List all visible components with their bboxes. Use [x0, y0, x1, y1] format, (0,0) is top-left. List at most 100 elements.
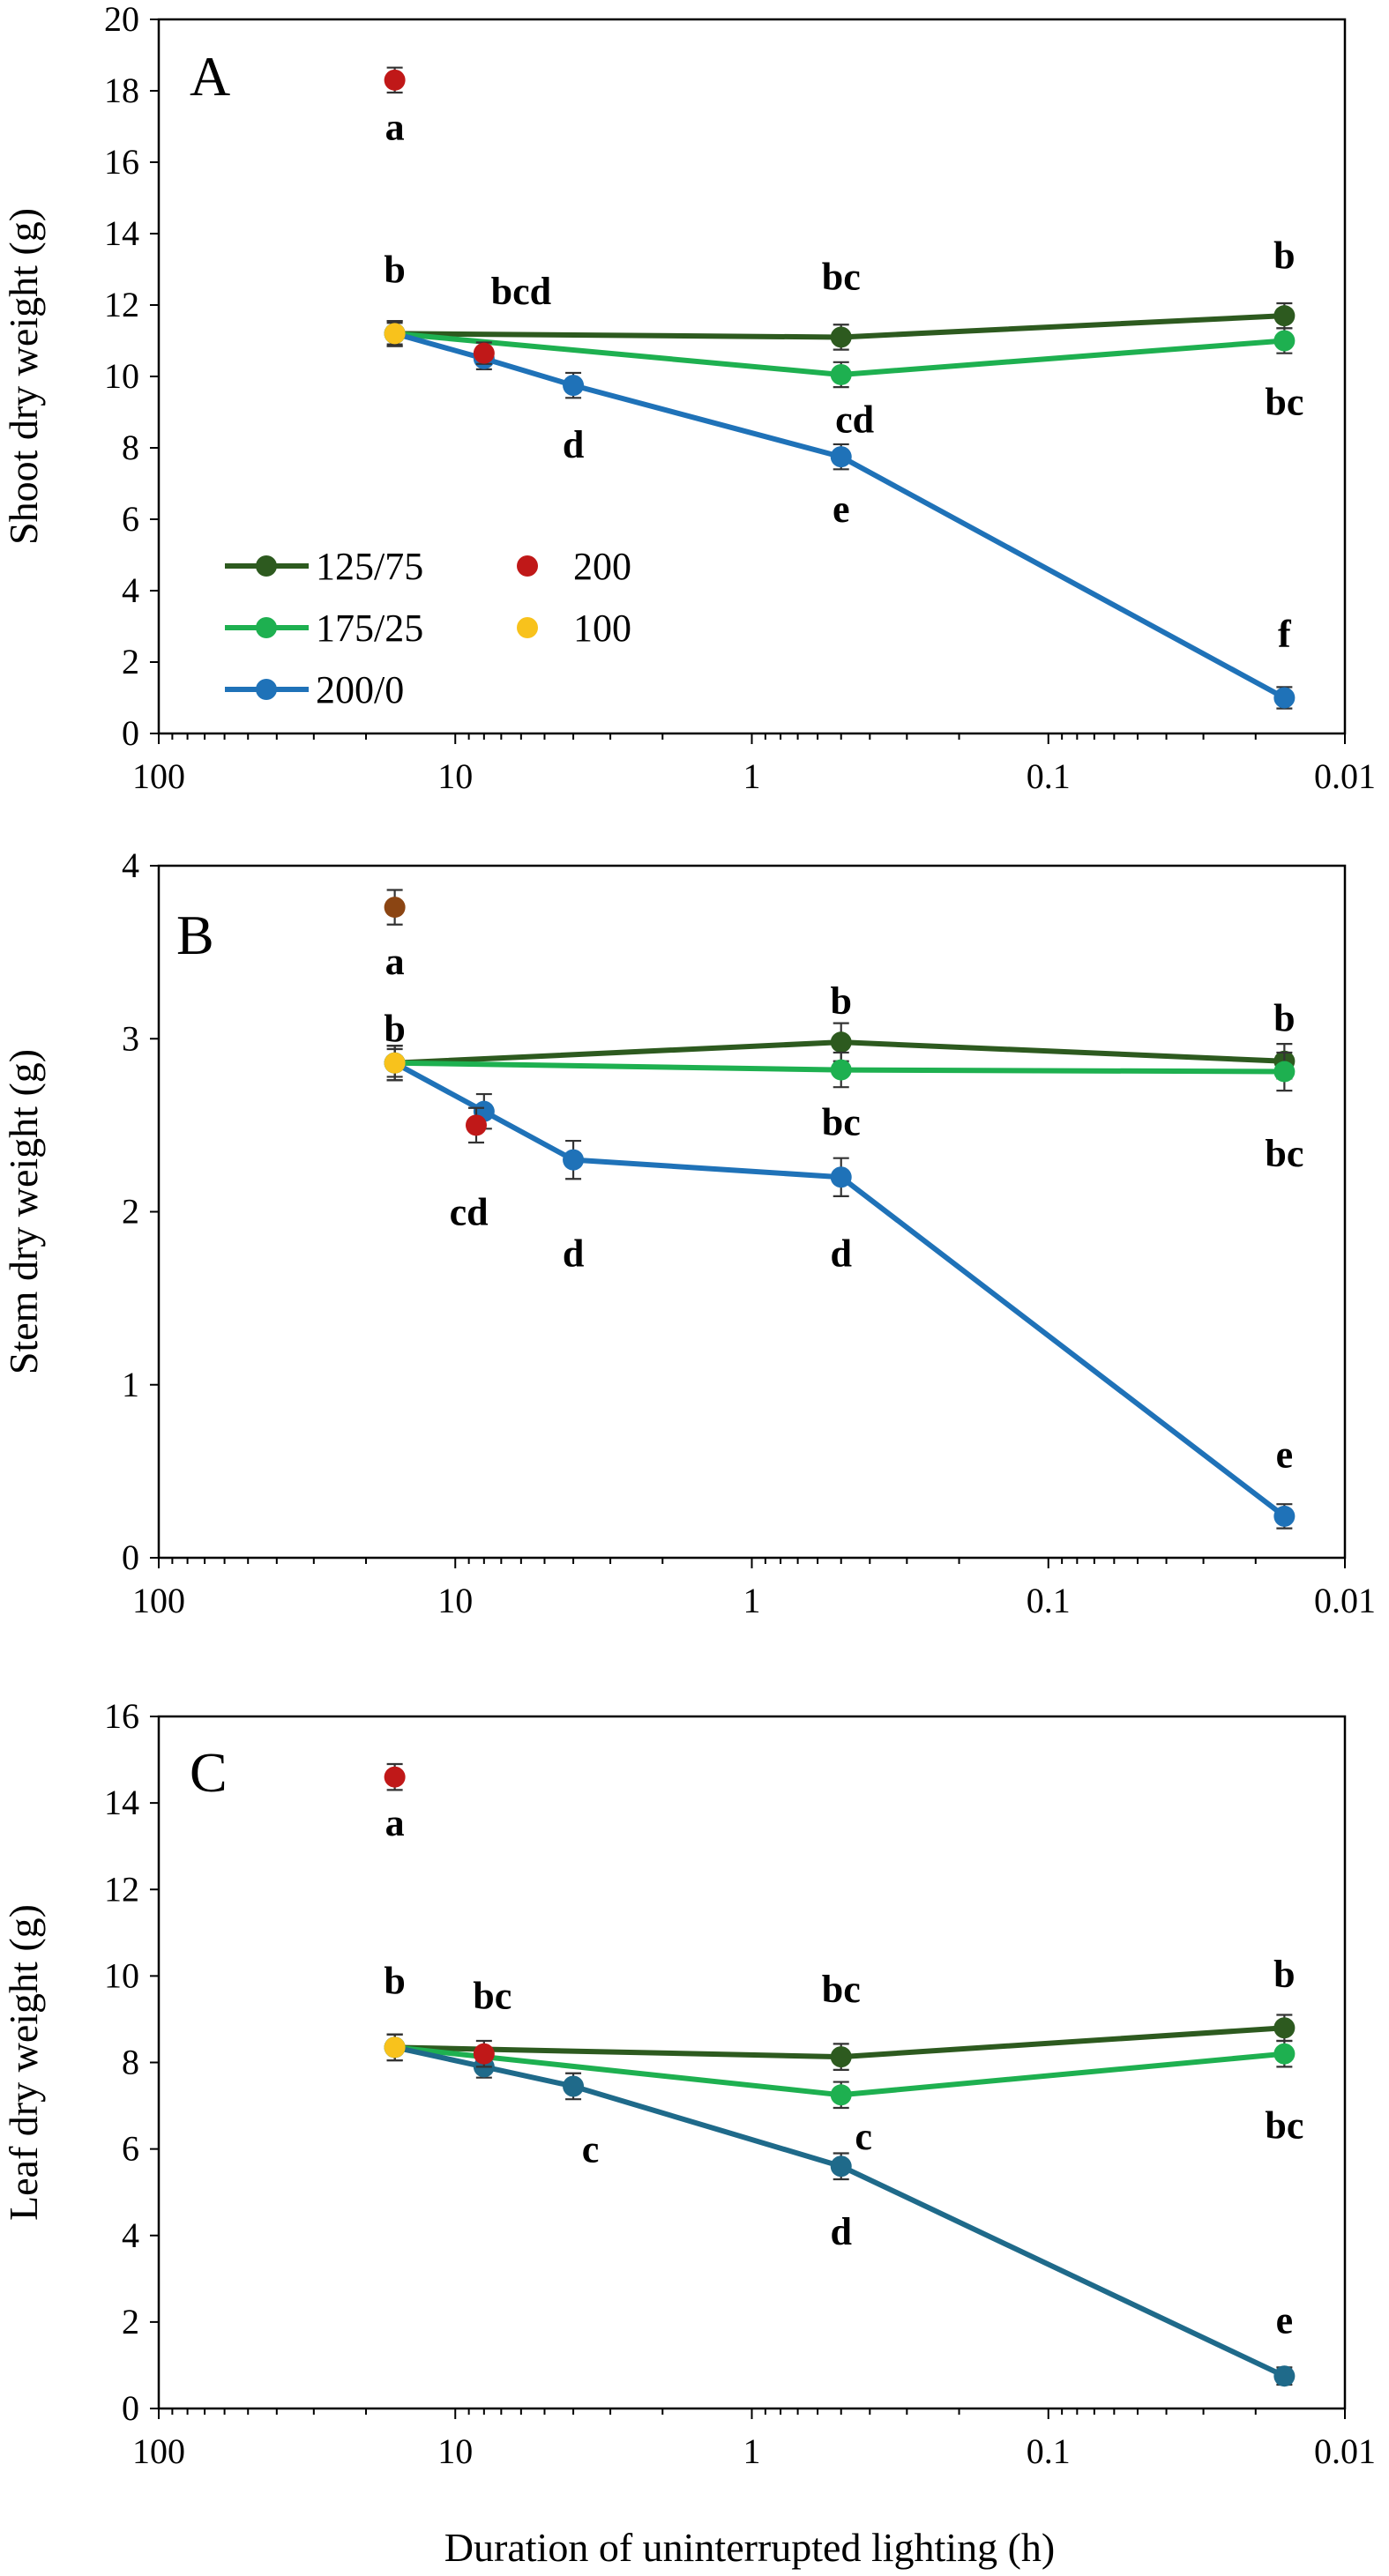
significance-label: a [385, 106, 405, 149]
significance-label: a [385, 1801, 405, 1844]
data-point-100 [384, 1052, 406, 1074]
panel-letter: C [190, 1741, 228, 1804]
data-point-200 [384, 1766, 406, 1788]
significance-label: cd [450, 1191, 489, 1234]
y-tick-label: 8 [122, 2043, 139, 2082]
legend-marker-200 [517, 555, 538, 577]
y-tick-label: 20 [104, 0, 139, 39]
legend-label: 125/75 [316, 545, 423, 588]
y-axis-title: Stem dry weight (g) [1, 1049, 46, 1374]
y-tick-label: 12 [104, 285, 139, 324]
y-tick-label: 8 [122, 428, 139, 467]
data-point-175-25 [1273, 1061, 1296, 1083]
significance-label: b [1273, 234, 1295, 277]
data-point-125-75 [830, 326, 852, 348]
x-tick-label: 100 [132, 756, 185, 796]
data-point-175-25 [1273, 330, 1296, 352]
data-point-100 [384, 323, 406, 345]
significance-label: c [582, 2128, 600, 2171]
data-point-175-25 [830, 2084, 852, 2106]
legend-marker-125-75 [256, 555, 277, 577]
panel-letter: B [176, 904, 214, 966]
significance-label: d [563, 1232, 584, 1276]
y-tick-label: 16 [104, 1696, 139, 1736]
x-tick-label: 1 [743, 2431, 761, 2471]
y-tick-label: 2 [122, 1192, 139, 1232]
x-tick-label: 100 [132, 1581, 185, 1620]
y-tick-label: 12 [104, 1869, 139, 1909]
data-point-200-0 [1273, 1505, 1296, 1527]
y-tick-label: 16 [104, 142, 139, 182]
y-tick-label: 0 [122, 1537, 139, 1577]
y-tick-label: 2 [122, 642, 139, 681]
data-point-200 [473, 342, 495, 364]
significance-label: a [385, 940, 405, 983]
y-tick-label: 6 [122, 499, 139, 539]
data-point-200-0 [830, 446, 852, 468]
y-tick-label: 0 [122, 713, 139, 753]
data-point-200-0 [563, 375, 585, 397]
legend-label: 175/25 [316, 607, 423, 650]
x-tick-label: 0.1 [1027, 2431, 1071, 2471]
y-tick-label: 10 [104, 356, 139, 396]
legend-label: 200/0 [316, 668, 404, 711]
significance-label: bc [1265, 1132, 1303, 1175]
y-axis-title: Leaf dry weight (g) [1, 1904, 46, 2221]
significance-label: cd [835, 398, 874, 442]
significance-label: b [830, 979, 851, 1023]
significance-label: c [855, 2115, 872, 2158]
y-tick-label: 6 [122, 2129, 139, 2169]
x-tick-label: 0.01 [1314, 1581, 1376, 1620]
legend-marker-175-25 [256, 617, 277, 638]
plot-area [157, 864, 1347, 1560]
y-tick-label: 4 [122, 570, 139, 610]
y-axis-title: Shoot dry weight (g) [1, 208, 46, 545]
significance-label: bc [822, 256, 861, 299]
panel-letter: A [190, 45, 230, 108]
significance-label: f [1278, 613, 1292, 656]
x-tick-label: 10 [437, 756, 473, 796]
x-tick-label: 100 [132, 2431, 185, 2471]
significance-label: bc [473, 1974, 512, 2017]
legend-marker-200-0 [256, 679, 277, 700]
data-point-200-0 [563, 1149, 585, 1171]
significance-label: b [384, 249, 405, 292]
y-tick-label: 0 [122, 2388, 139, 2428]
data-point-200 [384, 69, 406, 91]
data-point-125-75 [1273, 2017, 1296, 2039]
data-point-100 [384, 2036, 406, 2059]
x-tick-label: 0.1 [1027, 1581, 1071, 1620]
significance-label: b [384, 1007, 405, 1050]
x-tick-label: 0.01 [1314, 756, 1376, 796]
y-tick-label: 4 [122, 845, 139, 885]
data-point-200-0 [830, 2155, 852, 2178]
data-point-175-25 [1273, 2043, 1296, 2065]
significance-label: e [1276, 1433, 1294, 1476]
legend-label: 200 [573, 545, 631, 588]
x-tick-label: 0.01 [1314, 2431, 1376, 2471]
panel-c: 0 2 4 6 8 10 12 14 16 100 10 1 0.1 0.01 Leaf dry weigh… [1, 1696, 1376, 2471]
panel-a: 0 2 4 6 8 10 12 14 16 18 20 100 10 1 0.1 0.01 Shoot dry … [1, 0, 1376, 796]
significance-label: d [830, 1232, 851, 1276]
y-tick-label: 2 [122, 2302, 139, 2341]
significance-label: e [1276, 2298, 1294, 2341]
legend: 125/75 175/25 200/0 200 100 [225, 545, 631, 711]
significance-label: bcd [491, 270, 551, 313]
significance-label: b [1273, 997, 1295, 1040]
significance-label: d [830, 2210, 851, 2253]
y-tick-label: 1 [122, 1365, 139, 1404]
data-point-175-25 [830, 1059, 852, 1081]
data-point-125-75 [1273, 305, 1296, 327]
y-tick-label: 4 [122, 2215, 139, 2255]
data-point-125-75 [830, 1031, 852, 1053]
significance-label: b [384, 1959, 405, 2002]
data-point-200 [465, 1114, 487, 1136]
x-axis-title: Duration of uninterrupted lighting (h) [444, 2525, 1055, 2570]
data-point-200-0 [1273, 687, 1296, 709]
significance-label: bc [1265, 2104, 1303, 2148]
y-tick-label: 14 [104, 1783, 139, 1822]
x-tick-label: 0.1 [1027, 756, 1071, 796]
data-point-200 [473, 2043, 495, 2065]
